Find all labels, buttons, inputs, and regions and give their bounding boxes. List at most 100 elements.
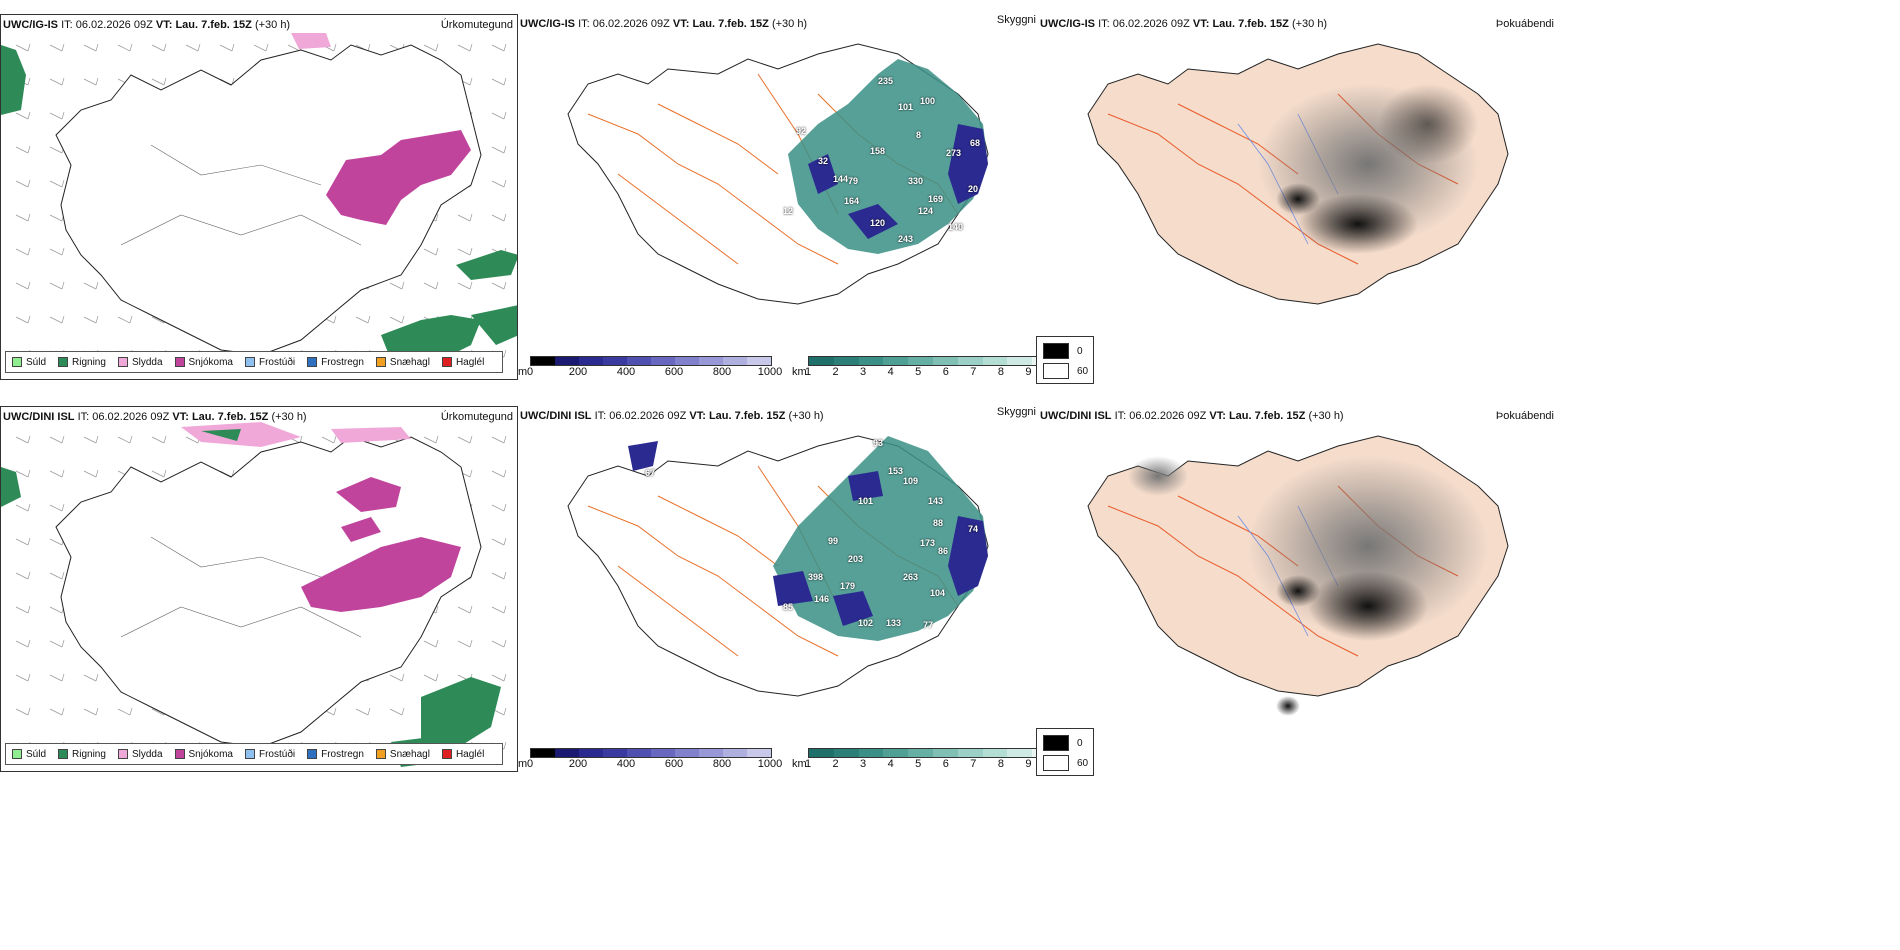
wind-barb [15, 571, 31, 580]
wind-barb [83, 707, 99, 716]
legend-swatch [441, 357, 452, 367]
colorbar-tick-label: 8 [997, 366, 1004, 378]
wind-barb [389, 707, 405, 716]
legend-label: Súld [26, 748, 47, 760]
fog-legend-value: 60 [1077, 757, 1089, 769]
colorbar-segment [555, 357, 579, 365]
it-label: IT: [594, 410, 607, 422]
precip-legend-item: Frostregn [307, 749, 364, 760]
colorbar-tick-label: 400 [616, 758, 636, 770]
wind-barb [15, 673, 31, 682]
legend-label: Haglél [455, 356, 485, 368]
visibility-m-colorbar: m 0 200 400 600 800 1000 [518, 748, 788, 774]
legend-label: Frostúði [258, 748, 296, 760]
visibility-value-label: 169 [928, 194, 944, 204]
iceland-coastline [55, 44, 482, 356]
legend-label: Snjókoma [188, 356, 233, 368]
colorbar-segment [747, 357, 771, 365]
colorbar-tick-label: 5 [915, 758, 922, 770]
wind-barb [83, 673, 99, 682]
precip-legend-item: Frostúði [244, 748, 296, 760]
precip-legend-item: Súld [12, 357, 46, 368]
sleet-area [181, 422, 411, 447]
visibility-value-label: 124 [918, 206, 934, 216]
wind-barb [355, 315, 371, 324]
colorbar-tick-label: 0 [526, 758, 534, 770]
wind-barb [49, 247, 65, 256]
lead-time: (+30 h) [254, 19, 291, 31]
wind-barb [491, 639, 507, 648]
visibility-value-label: 203 [848, 554, 864, 564]
wind-barb [49, 469, 65, 478]
visibility-value-label: 164 [844, 196, 860, 206]
precip-legend-item: Snjókoma [174, 356, 233, 368]
wind-barb [423, 673, 439, 682]
visibility-value-label: 173 [920, 538, 936, 548]
precip-legend-item: Snæhagl [375, 749, 430, 760]
colorbar-segment [627, 357, 651, 365]
legend-swatch [12, 357, 22, 367]
colorbar-segment [747, 749, 771, 757]
lead-time: (+30 h) [1308, 410, 1344, 422]
wind-barb [15, 111, 31, 120]
fog-swatch-60 [1043, 755, 1069, 771]
colorbar-segment [531, 357, 555, 365]
precip-panel-row1: UWC/IG-IS IT: 06.02.2026 09Z VT: Lau. 7.… [0, 14, 518, 380]
visibility-value-label: 146 [814, 594, 830, 604]
road-network [587, 465, 959, 657]
visibility-value-label: 93 [873, 438, 884, 448]
legend-label: Snjókoma [188, 748, 233, 760]
visibility-value-label: 92 [796, 126, 807, 136]
precip-legend-item: Snæhagl [375, 357, 430, 368]
vt-label: VT: [155, 19, 173, 31]
model-name: UWC/IG-IS [1040, 18, 1095, 30]
panel-header: UWC/DINI ISL IT: 06.02.2026 09Z VT: Lau.… [1040, 410, 1344, 422]
it-value: 06.02.2026 09Z [1112, 18, 1190, 30]
legend-label: Slydda [131, 356, 163, 368]
visibility-value-label: 109 [903, 476, 919, 486]
wind-barb [15, 435, 31, 444]
vt-label: VT: [689, 410, 706, 422]
wind-barb [49, 605, 65, 614]
wind-barb [49, 77, 65, 86]
wind-barb [491, 571, 507, 580]
wind-barb [491, 145, 507, 154]
legend-swatch [244, 357, 255, 367]
wind-barb [83, 435, 99, 444]
visibility-teal-area [773, 436, 988, 641]
wind-barb [491, 77, 507, 86]
visibility-value-label: 74 [968, 524, 979, 534]
colorbar-segment [555, 749, 579, 757]
fog-legend-value: 0 [1077, 345, 1083, 357]
fog-swatch-0 [1043, 735, 1069, 751]
variable-title: Úrkomutegund [440, 411, 513, 423]
colorbar-unit: m [518, 758, 528, 770]
wind-barb [49, 281, 65, 290]
wind-barb [83, 315, 99, 324]
it-value: 06.02.2026 09Z [75, 19, 153, 31]
legend-label: Rigning [72, 356, 106, 368]
wind-barb [15, 503, 31, 512]
colorbar-tick-label: 9 [1025, 366, 1032, 378]
wind-barb [49, 111, 65, 120]
wind-barb [321, 435, 337, 444]
fog-legend-value: 60 [1077, 365, 1089, 377]
visibility-value-label: 68 [970, 138, 981, 148]
colorbar-tick-label: 8 [997, 758, 1004, 770]
visibility-value-label: 8 [916, 130, 922, 140]
wind-barb [117, 315, 133, 324]
visibility-value-label: 104 [930, 588, 946, 598]
visibility-value-label: 133 [886, 618, 902, 628]
legend-swatch [117, 749, 128, 759]
snow-area [301, 537, 461, 612]
wind-barb [491, 111, 507, 120]
colorbar-segment [858, 749, 884, 757]
visibility-value-label: 86 [938, 546, 949, 556]
precip-legend-item: Snjókoma [174, 748, 233, 760]
legend-label: Frostúði [258, 356, 296, 368]
colorbar-segment [579, 749, 603, 757]
colorbar-segment [982, 749, 1008, 757]
visibility-navy-area [628, 441, 988, 626]
visibility-value-label: 67 [645, 468, 656, 478]
colorbar-segment [723, 357, 747, 365]
